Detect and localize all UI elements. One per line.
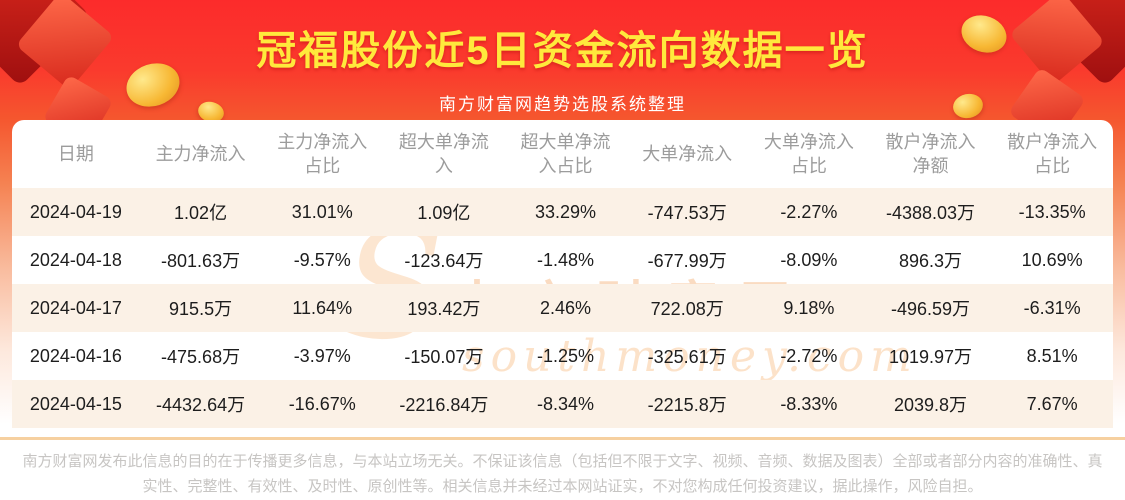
- table-cell: -1.48%: [537, 249, 595, 270]
- table-cell: -325.61万: [647, 347, 727, 367]
- table-cell: 2024-04-15: [29, 393, 122, 414]
- table-row: 2024-04-15 -4432.64万 -16.67% -2216.84万 -…: [12, 380, 1113, 428]
- column-header-date: 日期: [57, 143, 94, 164]
- table-cell: 33.29%: [535, 201, 597, 222]
- table-cell: -8.33%: [780, 393, 838, 414]
- table-cell: 2024-04-19: [29, 201, 122, 222]
- table-cell: -8.34%: [537, 393, 595, 414]
- table-cell: -2215.8万: [647, 395, 727, 415]
- table-cell: 1019.97万: [888, 347, 973, 367]
- table-cell: -475.68万: [161, 347, 241, 367]
- table-cell: -8.09%: [780, 249, 838, 270]
- column-header-retail-net-inflow-pct: 散户净流入占比: [1007, 131, 1098, 176]
- column-header-main-net-inflow: 主力净流入: [155, 143, 246, 164]
- table-cell: 9.18%: [783, 297, 835, 318]
- table-cell: 722.08万: [650, 299, 724, 319]
- table-cell: 2039.8万: [893, 395, 968, 415]
- table-header-row: 日期 主力净流入 主力净流入占比 超大单净流入 超大单净流入占比 大单净流入 大…: [12, 120, 1113, 188]
- table-row: 2024-04-17 915.5万 11.64% 193.42万 2.46% 7…: [12, 284, 1113, 332]
- table-cell: -1.25%: [537, 345, 595, 366]
- table-cell: 2024-04-16: [29, 345, 122, 366]
- page-title: 冠福股份近5日资金流向数据一览: [256, 29, 869, 73]
- table-cell: -150.07万: [404, 347, 484, 367]
- footer-divider: [0, 437, 1125, 440]
- column-header-xl-order-net-inflow-pct: 超大单净流入占比: [520, 131, 611, 176]
- table-cell: 193.42万: [407, 299, 481, 319]
- table-cell: 8.51%: [1026, 345, 1078, 366]
- table-cell: 10.69%: [1021, 249, 1083, 270]
- data-panel: S 南方财富网 southmoney.com 日期 主力净流入 主力净流入占比 …: [12, 120, 1113, 437]
- table-cell: 896.3万: [898, 251, 963, 271]
- table-row: 2024-04-18 -801.63万 -9.57% -123.64万 -1.4…: [12, 236, 1113, 284]
- table-cell: 2024-04-18: [29, 249, 122, 270]
- table-cell: 7.67%: [1026, 393, 1078, 414]
- table-cell: -801.63万: [161, 251, 241, 271]
- column-header-large-order-net-inflow: 大单净流入: [642, 143, 733, 164]
- table-cell: -496.59万: [890, 299, 971, 319]
- disclaimer-text: 南方财富网发布此信息的目的在于传播更多信息，与本站立场无关。不保证该信息（包括但…: [22, 453, 1103, 495]
- table-cell: -4388.03万: [885, 203, 976, 223]
- banner: 冠福股份近5日资金流向数据一览 南方财富网趋势选股系统整理: [0, 0, 1125, 120]
- table-cell: 1.02亿: [174, 203, 228, 223]
- column-header-xl-order-net-inflow: 超大单净流入: [398, 131, 489, 176]
- table-cell: -6.31%: [1023, 297, 1081, 318]
- table-cell: -2.72%: [780, 345, 838, 366]
- table-cell: -2216.84万: [399, 395, 489, 415]
- table-cell: -3.97%: [293, 345, 351, 366]
- column-header-large-order-net-inflow-pct: 大单净流入占比: [763, 131, 854, 176]
- table-cell: 11.64%: [292, 297, 353, 318]
- table-cell: 1.09亿: [417, 203, 471, 223]
- table-row: 2024-04-19 1.02亿 31.01% 1.09亿 33.29% -74…: [12, 188, 1113, 236]
- table-cell: -4432.64万: [156, 395, 246, 415]
- table-cell: -747.53万: [647, 203, 727, 223]
- table-cell: -2.27%: [780, 201, 838, 222]
- column-header-main-net-inflow-pct: 主力净流入占比: [277, 131, 368, 176]
- footer: 南方财富网发布此信息的目的在于传播更多信息，与本站立场无关。不保证该信息（包括但…: [0, 440, 1125, 500]
- table-row: 2024-04-16 -475.68万 -3.97% -150.07万 -1.2…: [12, 332, 1113, 380]
- table-cell: -9.57%: [293, 249, 351, 270]
- column-header-retail-net-inflow: 散户净流入净额: [885, 131, 976, 176]
- table-cell: -677.99万: [647, 251, 727, 271]
- table-cell: 915.5万: [169, 299, 233, 319]
- table-cell: 2024-04-17: [29, 297, 122, 318]
- page-subtitle: 南方财富网趋势选股系统整理: [439, 95, 686, 114]
- table-cell: 31.01%: [291, 201, 353, 222]
- table-cell: -123.64万: [404, 251, 484, 271]
- table-cell: -16.67%: [288, 393, 356, 414]
- table-cell: 2.46%: [540, 297, 592, 318]
- table-cell: -13.35%: [1018, 201, 1086, 222]
